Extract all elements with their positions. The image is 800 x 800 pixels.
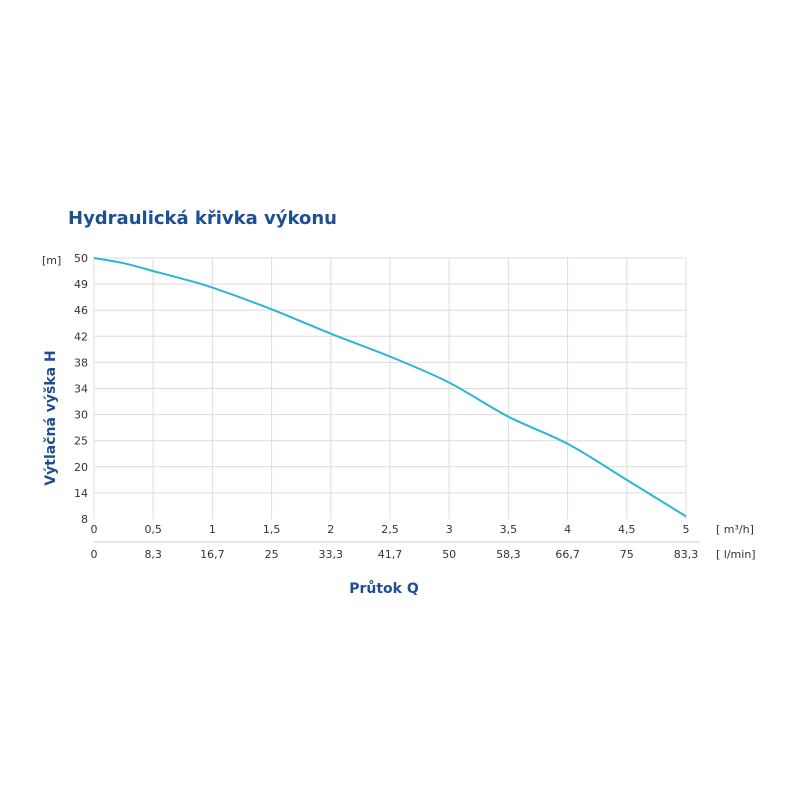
x-tick-label-secondary: 83,3 — [674, 548, 699, 561]
x-tick-label-secondary: 25 — [265, 548, 279, 561]
y-tick-label: 25 — [74, 435, 88, 448]
y-tick-label: 14 — [74, 487, 88, 500]
x-tick-labels-secondary: 0 8,3 16,7 25 33,3 41,7 50 58,3 66,7 75 83,3 — [91, 548, 699, 561]
x-tick-label-primary: 1,5 — [263, 523, 281, 536]
x-tick-label-primary: 0,5 — [144, 523, 162, 536]
grid — [93, 257, 687, 519]
x-axis-title: Průtok Q — [349, 580, 419, 597]
chart-title: Hydraulická křivka výkonu — [68, 208, 337, 229]
x-tick-label-secondary: 58,3 — [496, 548, 521, 561]
x-tick-label-primary: 3,5 — [500, 523, 518, 536]
y-tick-label: 8 — [81, 513, 88, 526]
x-tick-label-secondary: 75 — [620, 548, 634, 561]
y-tick-label: 30 — [74, 409, 88, 422]
y-tick-label: 20 — [74, 461, 88, 474]
x-tick-label-secondary: 41,7 — [378, 548, 403, 561]
x-tick-label-secondary: 0 — [91, 548, 98, 561]
y-tick-label: 46 — [74, 304, 88, 317]
y-axis-title: Výtlačná výška H — [43, 350, 59, 485]
x-tick-label-primary: 0 — [91, 523, 98, 536]
y-tick-label: 34 — [74, 383, 88, 396]
x-tick-label-primary: 2,5 — [381, 523, 399, 536]
y-tick-label: 50 — [74, 252, 88, 265]
x-tick-label-secondary: 50 — [442, 548, 456, 561]
x-axis-unit-primary: [ m³/h] — [716, 523, 754, 536]
y-tick-label: 42 — [74, 330, 88, 343]
x-tick-label-primary: 1 — [209, 523, 216, 536]
x-tick-label-primary: 2 — [327, 523, 334, 536]
x-tick-label-primary: 4 — [564, 523, 571, 536]
y-axis-unit: [m] — [42, 254, 61, 267]
y-tick-labels: 50 49 46 42 38 34 30 25 20 14 8 — [74, 252, 88, 526]
y-tick-label: 49 — [74, 278, 88, 291]
x-axis-unit-secondary: [ l/min] — [716, 548, 756, 561]
x-tick-label-primary: 5 — [683, 523, 690, 536]
x-tick-label-secondary: 8,3 — [144, 548, 162, 561]
x-tick-label-secondary: 16,7 — [200, 548, 225, 561]
performance-curve — [93, 257, 687, 518]
y-tick-label: 38 — [74, 356, 88, 369]
x-tick-label-secondary: 33,3 — [319, 548, 344, 561]
x-tick-labels-primary: 0 0,5 1 1,5 2 2,5 3 3,5 4 4,5 5 — [91, 523, 690, 536]
x-tick-label-secondary: 66,7 — [555, 548, 580, 561]
x-tick-label-primary: 3 — [446, 523, 453, 536]
x-tick-label-primary: 4,5 — [618, 523, 636, 536]
